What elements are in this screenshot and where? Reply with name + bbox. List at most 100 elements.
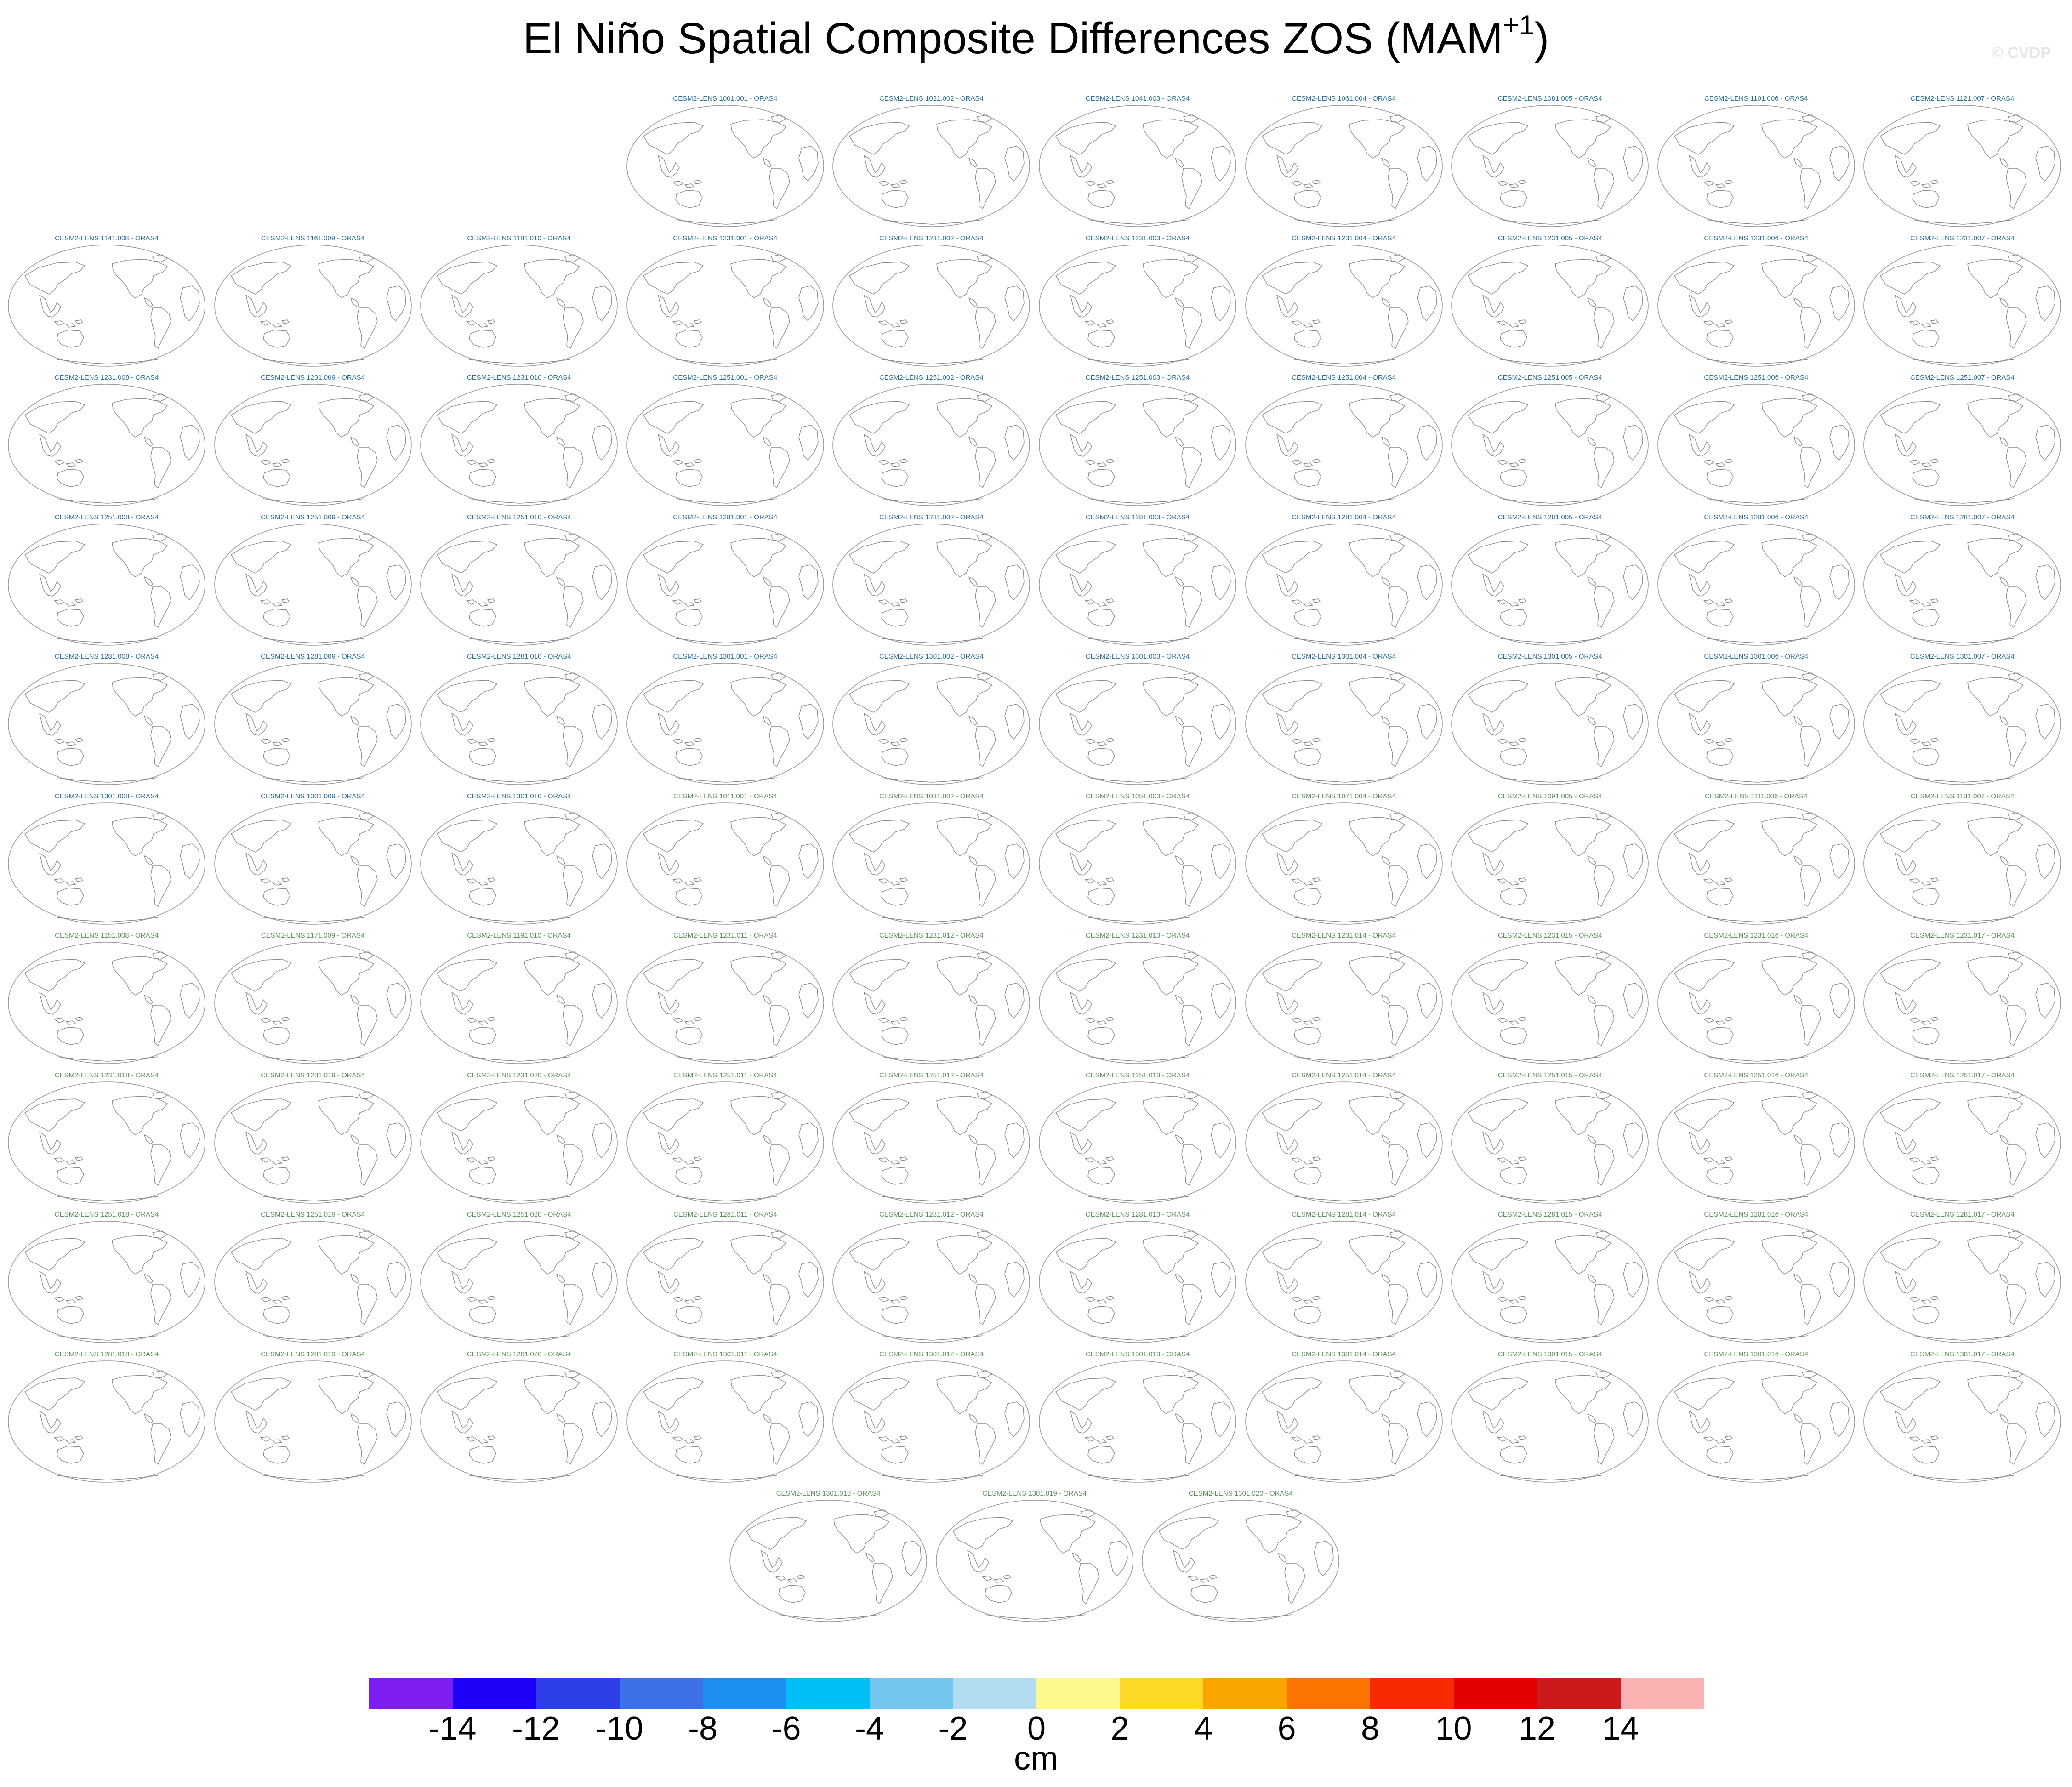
map-panel: CESM2-LENS 1301.013 - ORAS4 bbox=[1037, 1350, 1238, 1484]
map-panel: CESM2-LENS 1301.015 - ORAS4 bbox=[1450, 1350, 1650, 1484]
colorbar-segment bbox=[1620, 1678, 1704, 1709]
panel-title: CESM2-LENS 1231.001 - ORAS4 bbox=[673, 234, 778, 242]
coastlines bbox=[1261, 114, 1437, 225]
map-panel: CESM2-LENS 1231.020 - ORAS4 bbox=[419, 1071, 619, 1205]
coastlines bbox=[1880, 114, 2056, 225]
coastlines bbox=[849, 533, 1025, 643]
panel-title: CESM2-LENS 1011.001 - ORAS4 bbox=[673, 792, 777, 800]
coastlines bbox=[1468, 812, 1643, 922]
globe-outline bbox=[832, 1360, 1030, 1483]
globe-outline bbox=[832, 802, 1030, 925]
colorbar-tick-label: -8 bbox=[688, 1710, 718, 1747]
panel-title: CESM2-LENS 1301.005 - ORAS4 bbox=[1497, 653, 1602, 660]
coastlines bbox=[1880, 812, 2056, 922]
coastlines bbox=[1158, 1509, 1334, 1620]
coastlines bbox=[437, 1230, 612, 1341]
panel-title: CESM2-LENS 1301.006 - ORAS4 bbox=[1704, 653, 1809, 660]
panel-title: CESM2-LENS 1121.007 - ORAS4 bbox=[1910, 95, 2015, 102]
map-panel: CESM2-LENS 1281.013 - ORAS4 bbox=[1037, 1211, 1238, 1344]
world-map bbox=[214, 384, 412, 506]
globe-outline bbox=[1039, 105, 1236, 227]
world-map bbox=[1451, 105, 1649, 227]
coastlines bbox=[1880, 1370, 2056, 1480]
globe-outline bbox=[214, 244, 412, 367]
panel-title: CESM2-LENS 1301.017 - ORAS4 bbox=[1910, 1350, 2015, 1358]
colorbar-segment bbox=[870, 1678, 953, 1709]
coastlines bbox=[1055, 1230, 1231, 1341]
panel-title: CESM2-LENS 1301.011 - ORAS4 bbox=[673, 1350, 777, 1358]
map-panel: CESM2-LENS 1251.015 - ORAS4 bbox=[1450, 1071, 1650, 1205]
coastlines bbox=[24, 393, 200, 504]
world-map bbox=[420, 1360, 618, 1483]
panel-title: CESM2-LENS 1231.015 - ORAS4 bbox=[1497, 932, 1602, 939]
world-map bbox=[832, 105, 1030, 227]
world-map bbox=[1863, 105, 2061, 227]
map-panel: CESM2-LENS 1281.017 - ORAS4 bbox=[1862, 1211, 2062, 1344]
world-map bbox=[420, 1081, 618, 1204]
globe-outline bbox=[832, 244, 1030, 367]
map-panel: CESM2-LENS 1111.006 - ORAS4 bbox=[1656, 792, 1856, 926]
map-panel: CESM2-LENS 1301.003 - ORAS4 bbox=[1037, 653, 1238, 786]
globe-outline bbox=[1863, 523, 2061, 646]
panel-title: CESM2-LENS 1231.013 - ORAS4 bbox=[1085, 932, 1190, 939]
coastlines bbox=[1055, 951, 1231, 1062]
colorbar-tick-label: -12 bbox=[512, 1710, 560, 1747]
globe-outline bbox=[626, 523, 824, 646]
world-map bbox=[1863, 1360, 2061, 1483]
world-map bbox=[1451, 523, 1649, 646]
coastlines bbox=[24, 533, 200, 643]
world-map bbox=[214, 1221, 412, 1343]
world-map bbox=[1245, 523, 1443, 646]
map-panel: CESM2-LENS 1031.002 - ORAS4 bbox=[831, 792, 1031, 926]
globe-outline bbox=[1863, 802, 2061, 925]
coastlines bbox=[437, 672, 612, 783]
map-panel: CESM2-LENS 1081.005 - ORAS4 bbox=[1450, 95, 1650, 228]
map-panel: CESM2-LENS 1251.001 - ORAS4 bbox=[625, 374, 825, 507]
globe-outline bbox=[1863, 663, 2061, 785]
coastlines bbox=[849, 672, 1025, 783]
coastlines bbox=[1055, 533, 1231, 643]
coastlines bbox=[230, 393, 406, 504]
panel-title: CESM2-LENS 1281.016 - ORAS4 bbox=[1704, 1211, 1809, 1218]
world-map bbox=[1863, 802, 2061, 925]
globe-outline bbox=[1245, 384, 1443, 506]
map-panel: CESM2-LENS 1001.001 - ORAS4 bbox=[625, 95, 825, 228]
coastlines bbox=[849, 951, 1025, 1062]
coastlines bbox=[1055, 672, 1231, 783]
coastlines bbox=[643, 951, 819, 1062]
globe-outline bbox=[1657, 663, 1855, 785]
coastlines bbox=[437, 812, 612, 922]
colorbar-segment bbox=[452, 1678, 536, 1709]
coastlines bbox=[437, 1091, 612, 1201]
panel-title: CESM2-LENS 1281.018 - ORAS4 bbox=[54, 1350, 159, 1358]
map-panel: CESM2-LENS 1231.013 - ORAS4 bbox=[1037, 932, 1238, 1065]
globe-outline bbox=[626, 1221, 824, 1343]
globe-outline bbox=[8, 942, 205, 1064]
coastlines bbox=[24, 951, 200, 1062]
globe-outline bbox=[1657, 1081, 1855, 1204]
globe-outline bbox=[626, 802, 824, 925]
globe-outline bbox=[1451, 1360, 1649, 1483]
map-panel: CESM2-LENS 1281.008 - ORAS4 bbox=[6, 653, 207, 786]
globe-outline bbox=[1451, 523, 1649, 646]
world-map bbox=[8, 523, 205, 646]
panel-title: CESM2-LENS 1231.011 - ORAS4 bbox=[673, 932, 777, 939]
globe-outline bbox=[1451, 802, 1649, 925]
coastlines bbox=[437, 1370, 612, 1480]
panel-title: CESM2-LENS 1081.005 - ORAS4 bbox=[1497, 95, 1602, 102]
colorbar-segment bbox=[953, 1678, 1037, 1709]
globe-outline bbox=[214, 1360, 412, 1483]
coastlines bbox=[643, 254, 819, 364]
globe-outline bbox=[1039, 942, 1236, 1064]
panel-title: CESM2-LENS 1231.002 - ORAS4 bbox=[879, 234, 984, 242]
globe-outline bbox=[420, 1360, 618, 1483]
colorbar-tick-label: -6 bbox=[771, 1710, 801, 1747]
panel-title: CESM2-LENS 1281.013 - ORAS4 bbox=[1085, 1211, 1190, 1218]
map-panel: CESM2-LENS 1151.008 - ORAS4 bbox=[6, 932, 207, 1065]
map-panel: CESM2-LENS 1301.006 - ORAS4 bbox=[1656, 653, 1856, 786]
world-map bbox=[626, 1221, 824, 1343]
globe-outline bbox=[626, 105, 824, 227]
map-panel: CESM2-LENS 1161.009 - ORAS4 bbox=[213, 234, 413, 368]
map-panel: CESM2-LENS 1251.014 - ORAS4 bbox=[1244, 1071, 1444, 1205]
coastlines bbox=[1055, 114, 1231, 225]
